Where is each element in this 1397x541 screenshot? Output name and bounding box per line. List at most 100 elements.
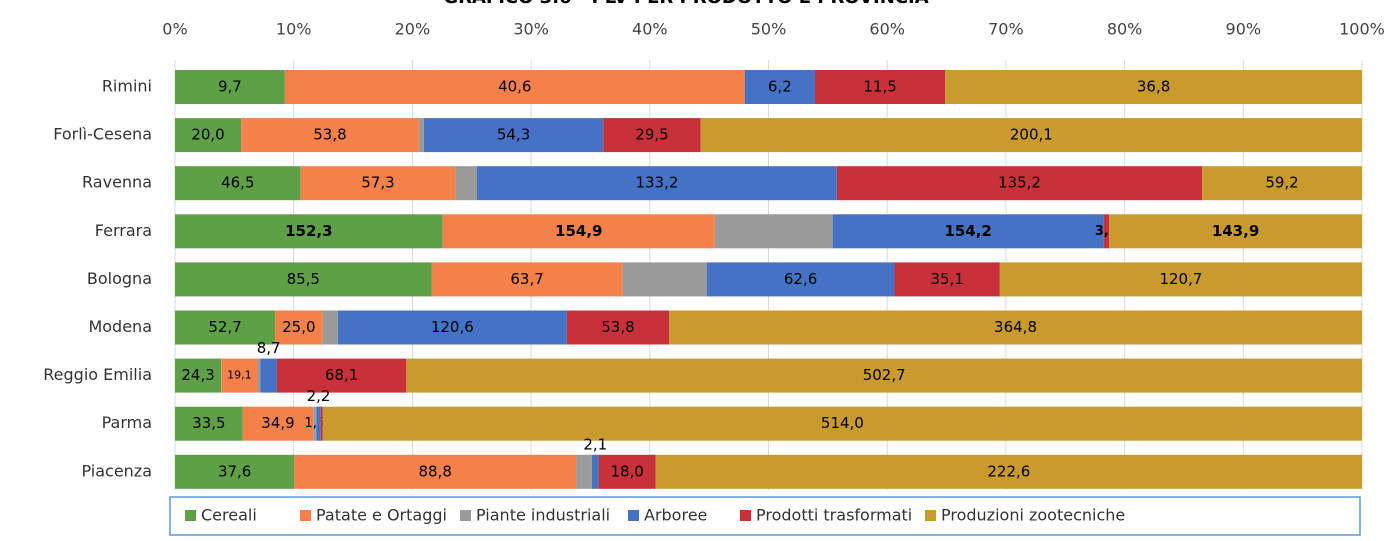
data-label: 29,5: [635, 126, 668, 144]
bar-segment: [175, 406, 243, 441]
legend-swatch: [925, 510, 936, 521]
x-tick-label: 30%: [513, 20, 549, 39]
legend-label: Cereali: [201, 506, 257, 525]
bar-segment: [241, 118, 419, 153]
bar-segment: [337, 310, 567, 345]
data-label: 8,7: [257, 339, 281, 357]
bar-segment: [418, 118, 424, 153]
bar-segment: [175, 262, 432, 297]
bar-segment: [275, 310, 323, 345]
bar-segment: [1202, 166, 1362, 201]
bar-segment: [1103, 214, 1110, 249]
bar-segment: [836, 166, 1203, 201]
legend-label: Piante industriali: [476, 506, 610, 525]
bar-segment: [603, 118, 701, 153]
data-label: 62,6: [784, 270, 817, 288]
bar-segment: [442, 214, 715, 249]
legend-swatch: [185, 510, 196, 521]
legend-label: Arboree: [644, 506, 707, 525]
bar-segment: [175, 310, 276, 345]
bar-segment: [832, 214, 1104, 249]
data-label: 54,3: [497, 126, 530, 144]
y-tick-label: Piacenza: [81, 461, 152, 480]
bar-segment: [622, 262, 707, 297]
data-label: 502,7: [863, 366, 906, 384]
y-tick-label: Ravenna: [82, 173, 152, 192]
data-label: 11,5: [863, 78, 896, 96]
data-label: 154,9: [555, 222, 602, 240]
bar-segment: [175, 358, 222, 393]
data-label: 33,5: [192, 414, 225, 432]
bar-segment: [591, 454, 599, 489]
data-label: 200,1: [1010, 126, 1053, 144]
x-tick-label: 70%: [988, 20, 1024, 39]
bar-segment: [655, 454, 1362, 489]
bar-segment: [260, 358, 277, 393]
bar-segment: [221, 358, 258, 393]
data-label: 53,8: [601, 318, 634, 336]
bar-segment: [175, 118, 242, 153]
y-tick-label: Parma: [102, 413, 152, 432]
bar-segment: [257, 358, 261, 393]
y-tick-label: Bologna: [87, 269, 152, 288]
bar-segment: [300, 166, 456, 201]
bar-segment: [423, 118, 604, 153]
y-tick-label: Rimini: [102, 77, 152, 96]
chart-title: GRAFICO 3.6 - PLV PER PRODOTTO E PROVINC…: [443, 0, 928, 8]
bar-segment: [714, 214, 833, 249]
x-tick-label: 60%: [869, 20, 905, 39]
y-tick-label: Reggio Emilia: [43, 365, 152, 384]
legend-swatch: [628, 510, 639, 521]
bar-segment: [322, 310, 338, 345]
bar-segment: [175, 70, 285, 104]
bar-segment: [945, 70, 1362, 104]
data-label: 40,6: [498, 78, 531, 96]
bar-segment: [814, 70, 946, 104]
data-label: 120,7: [1159, 270, 1202, 288]
x-tick-label: 40%: [632, 20, 668, 39]
legend-label: Prodotti trasformati: [756, 506, 912, 525]
x-tick-label: 10%: [276, 20, 312, 39]
x-tick-label: 0%: [162, 20, 187, 39]
data-label: 2,2: [307, 387, 331, 405]
data-label: 88,8: [418, 462, 451, 480]
bar-segment: [431, 262, 623, 297]
bar-segment: [669, 310, 1362, 345]
bar-segment: [294, 454, 577, 489]
bar-segment: [744, 70, 815, 104]
bar-segment: [406, 358, 1362, 393]
bar-segment: [313, 406, 317, 441]
data-label: 36,8: [1137, 78, 1170, 96]
data-label: 35,1: [930, 270, 963, 288]
data-label: 25,0: [282, 318, 315, 336]
bar-segment: [316, 406, 321, 441]
data-label: 34,9: [261, 414, 294, 432]
x-tick-label: 80%: [1107, 20, 1143, 39]
bar-segment: [175, 214, 443, 249]
data-label: 18,0: [610, 462, 643, 480]
bar-segment: [455, 166, 478, 201]
legend-swatch: [300, 510, 311, 521]
bar-segment: [700, 118, 1362, 153]
data-label: 2,1: [583, 435, 607, 453]
data-label: 152,3: [285, 222, 332, 240]
data-label: 37,6: [218, 462, 251, 480]
data-label: 53,8: [313, 126, 346, 144]
data-label: 68,1: [325, 366, 358, 384]
legend-label: Produzioni zootecniche: [941, 506, 1125, 525]
bar-segment: [999, 262, 1362, 297]
data-label: 52,7: [208, 318, 241, 336]
bar-segment: [175, 454, 295, 489]
x-tick-label: 20%: [395, 20, 431, 39]
bar-segment: [242, 406, 314, 441]
bar-segment: [276, 358, 407, 393]
data-label: 9,7: [218, 78, 242, 96]
data-label: 364,8: [994, 318, 1037, 336]
legend-swatch: [740, 510, 751, 521]
data-label: 46,5: [221, 174, 254, 192]
bar-segment: [706, 262, 895, 297]
data-label: 6,2: [768, 78, 792, 96]
data-label: 154,2: [944, 222, 991, 240]
data-label: 57,3: [361, 174, 394, 192]
